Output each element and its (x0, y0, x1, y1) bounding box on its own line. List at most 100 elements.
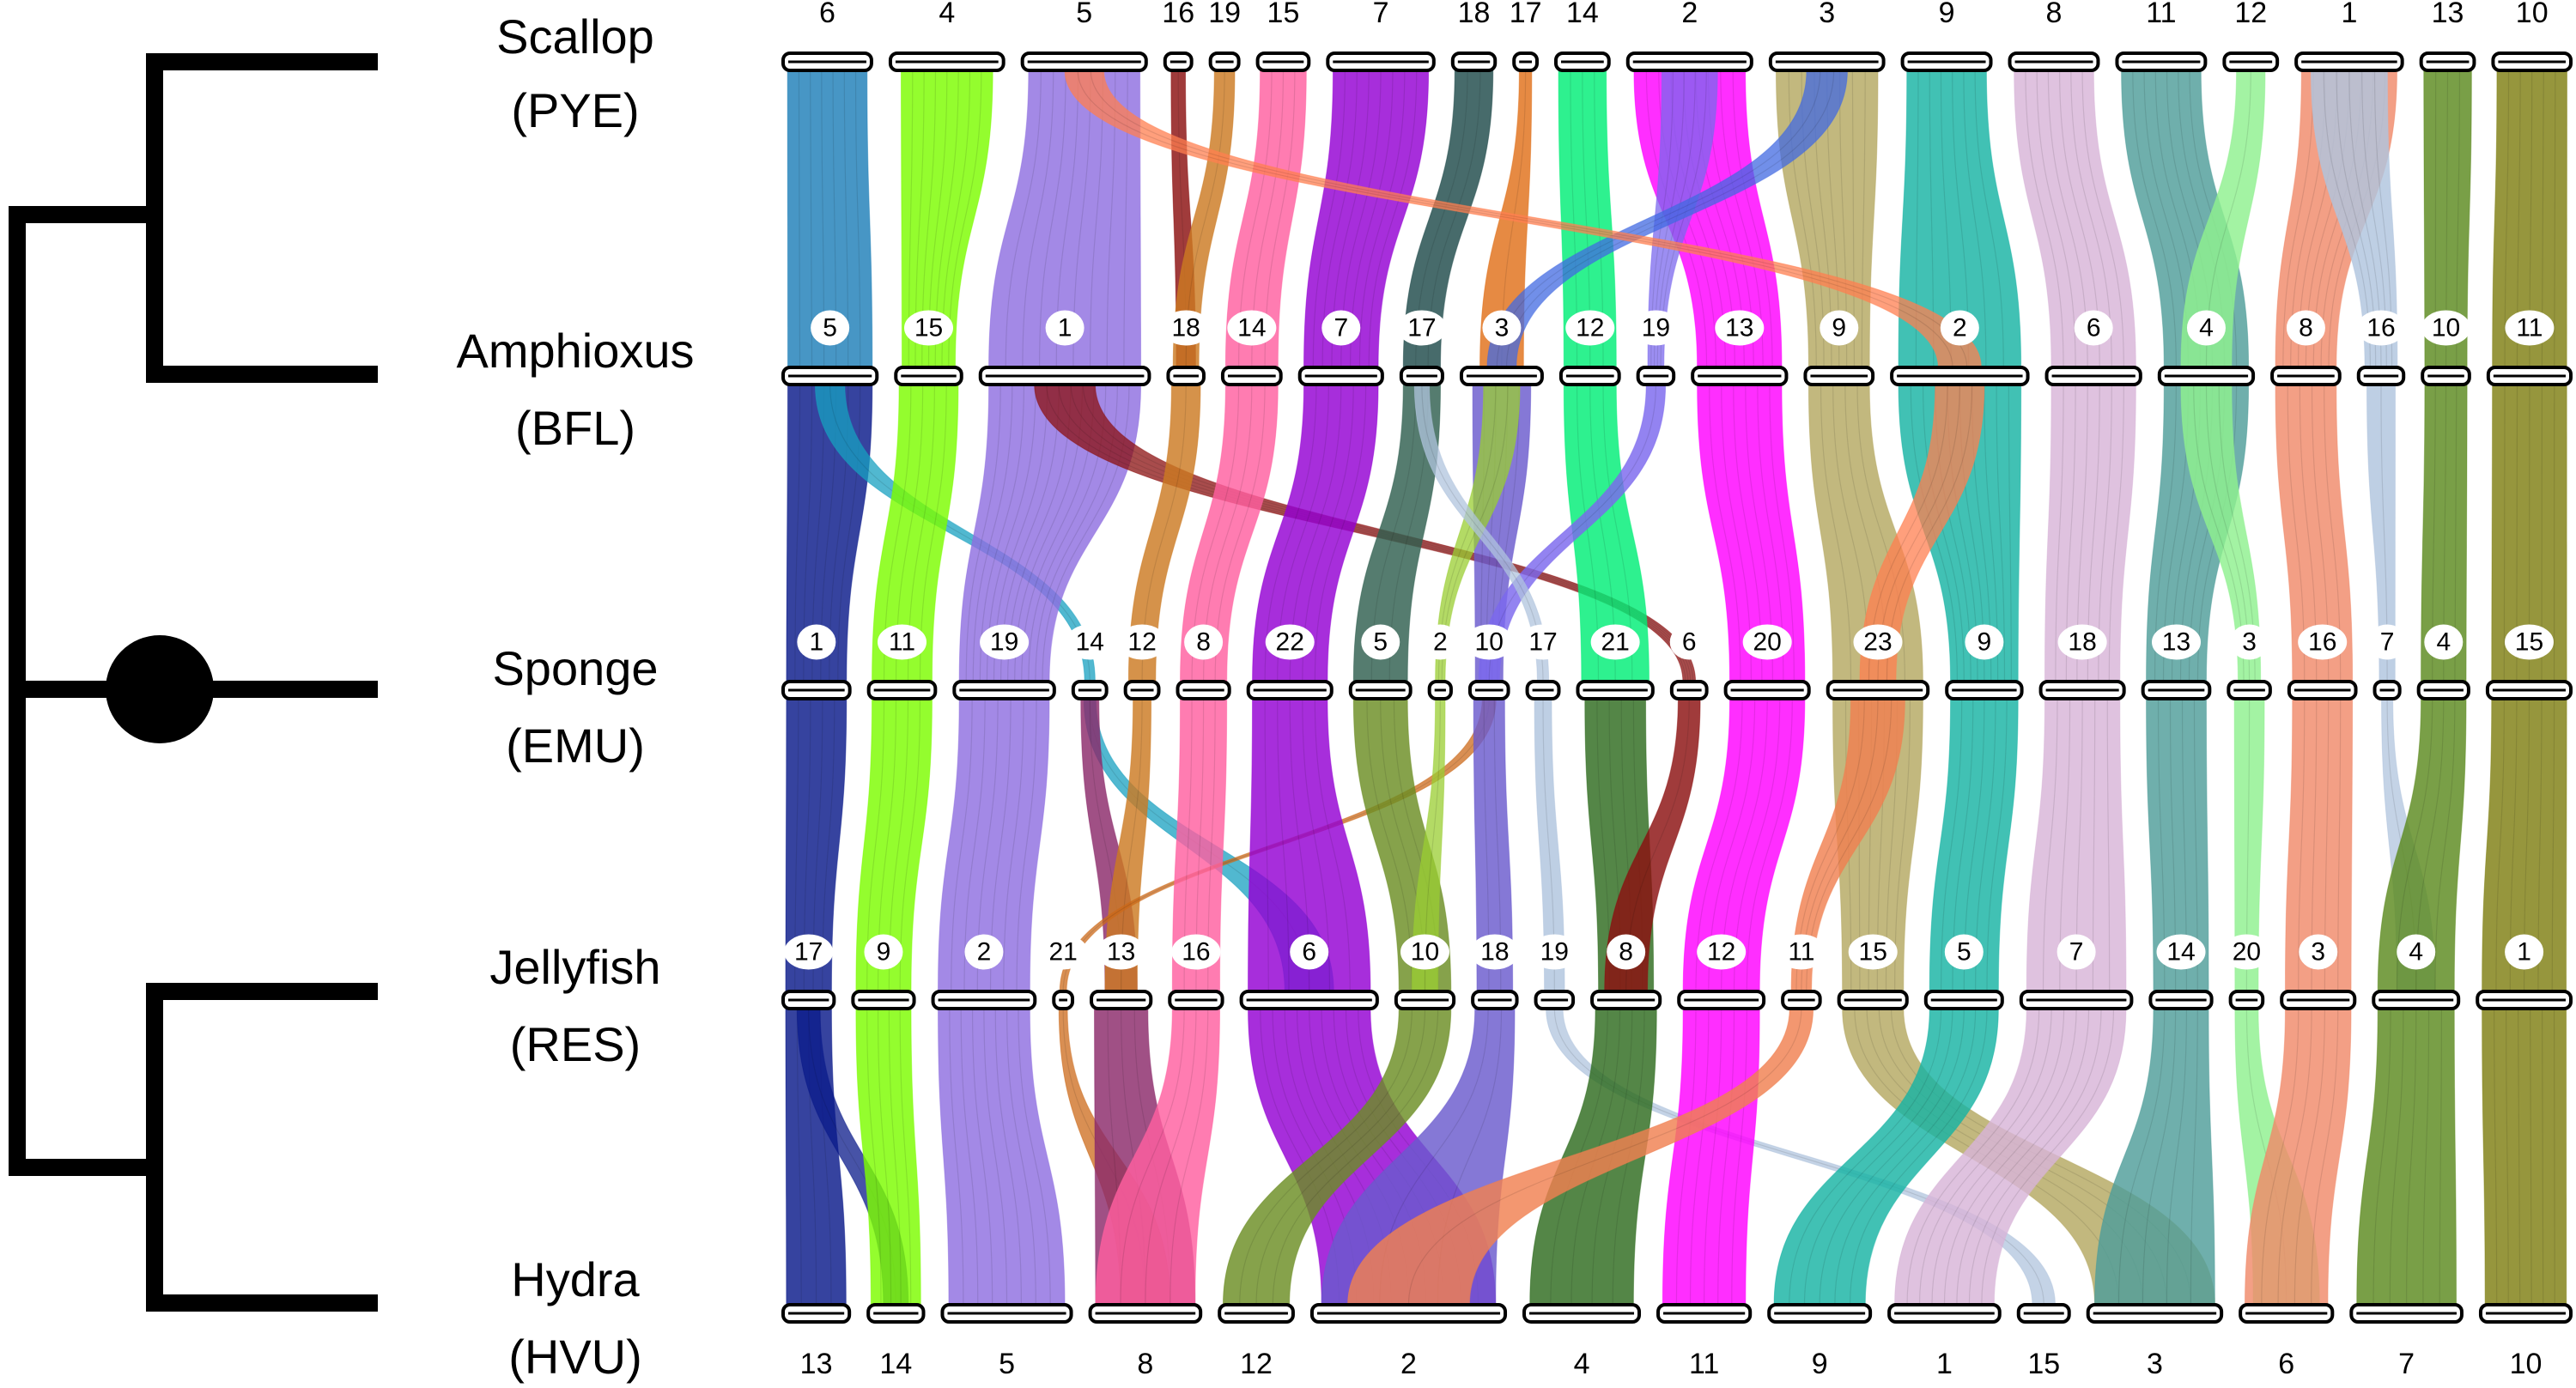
ribbon-strand (972, 384, 1013, 682)
chromosome-label-hydra-12: 12 (1240, 1348, 1273, 1380)
ribbon-strand (1018, 1008, 1051, 1306)
chromosome-label-scallop-11: 11 (2146, 0, 2176, 29)
ribbon-strand (2142, 1008, 2177, 1306)
ribbon-strand (1005, 70, 1042, 368)
ribbon-strand (2434, 698, 2456, 992)
species-code-jellyfish: (RES) (510, 1017, 641, 1071)
chromosome-badge-jellyfish-21 (1038, 934, 1088, 970)
chromosome-badge-jellyfish-2 (964, 934, 1004, 970)
ribbon-strand (1834, 1008, 1977, 1306)
ribbon-strand (2529, 1008, 2532, 1306)
chromosome-badge-jellyfish-18 (1470, 934, 1520, 970)
ribbon-strand (1239, 1008, 1413, 1306)
ribbon-strand (1906, 1008, 2040, 1306)
ribbon-strand (1689, 1008, 1710, 1306)
chromosome-label-jellyfish-7: 7 (2069, 938, 2084, 967)
chromosome-label-hydra-8: 8 (1137, 1348, 1153, 1380)
chromosome-label-scallop-1: 1 (2341, 0, 2357, 29)
chromosome-label-jellyfish-15: 15 (1859, 938, 1887, 967)
ribbon-strand (1016, 698, 1037, 992)
chromosome-label-scallop-5: 5 (1076, 0, 1092, 29)
chromosome-badge-jellyfish-17 (784, 934, 834, 970)
ribbon-strand (1709, 384, 1741, 682)
chromosome-badge-sponge-16 (2298, 624, 2348, 660)
chromosome-label-amphioxus-13: 13 (1725, 314, 1753, 342)
chromosome-label-hydra-9: 9 (1812, 1348, 1828, 1380)
chromosome-label-scallop-4: 4 (939, 0, 955, 29)
chromosome-label-scallop-18: 18 (1458, 0, 1491, 29)
chromosome-label-sponge-15: 15 (2515, 628, 2543, 657)
chromosome-label-jellyfish-21: 21 (1048, 938, 1077, 967)
chromosome-label-amphioxus-10: 10 (2432, 314, 2460, 342)
ribbon-strand (1264, 698, 1269, 992)
ribbon-strand (794, 384, 801, 682)
chromosome-label-sponge-2: 2 (1433, 628, 1448, 657)
chromosome-badge-jellyfish-4 (2397, 934, 2436, 970)
ribbon-strand (2337, 698, 2342, 992)
ribbon-strand (1003, 698, 1024, 992)
chromosome-badge-amphioxus-5 (811, 310, 850, 346)
chromosome-label-amphioxus-15: 15 (914, 314, 943, 342)
chromosome-badge-amphioxus-6 (2074, 310, 2113, 346)
chromosome-label-scallop-13: 13 (2432, 0, 2464, 29)
chromosome-label-jellyfish-11: 11 (1788, 938, 1814, 967)
chromosome-label-jellyfish-6: 6 (1302, 938, 1316, 967)
chromosome-label-hydra-13: 13 (800, 1348, 833, 1380)
chromosome-label-scallop-3: 3 (1819, 0, 1835, 29)
species-code-scallop: (PYE) (511, 83, 639, 137)
chromosome-badge-jellyfish-8 (1607, 934, 1646, 970)
ribbon-strand (2372, 1008, 2391, 1306)
ribbon-strand (963, 698, 986, 992)
ribbon-strand (866, 698, 885, 992)
ribbon-strand (899, 698, 921, 992)
ribbon-strand (1717, 1008, 1735, 1306)
chromosome-label-jellyfish-3: 3 (2311, 938, 2325, 967)
ribbon-strand (971, 1008, 993, 1306)
species-name-scallop: Scallop (496, 9, 654, 64)
chromosome-badge-sponge-6 (1669, 624, 1709, 660)
ribbon-strand (2422, 1008, 2430, 1306)
chromosome-label-jellyfish-17: 17 (794, 938, 823, 967)
ribbon-strand (1820, 384, 1852, 682)
ribbon-strand (1851, 70, 1856, 368)
ribbon-strand (1277, 698, 1290, 992)
ribbon-strand (2108, 384, 2124, 682)
chromosome-label-amphioxus-11: 11 (2516, 314, 2543, 342)
chromosome-label-scallop-15: 15 (1267, 0, 1300, 29)
chromosome-label-sponge-12: 12 (1127, 628, 1156, 657)
ribbon-strand (2504, 70, 2510, 368)
ribbon-strand (2287, 384, 2306, 682)
chromosome-badge-sponge-7 (2367, 624, 2407, 660)
chromosome-badge-jellyfish-20 (2221, 934, 2271, 970)
ribbon-strand (1120, 1008, 1185, 1306)
chromosome-label-jellyfish-5: 5 (1957, 938, 1971, 967)
chromosome-label-jellyfish-19: 19 (1540, 938, 1569, 967)
ribbon-strand (2298, 698, 2306, 992)
ribbon-strand (1170, 1008, 1209, 1306)
ribbon-strand (2036, 70, 2076, 368)
ribbon-strand (1576, 384, 1600, 682)
chromosome-label-jellyfish-9: 9 (877, 938, 891, 967)
ribbon-strand (1986, 698, 2008, 992)
ribbon-strand (1272, 1008, 1439, 1306)
species-code-amphioxus: (BFL) (515, 401, 635, 455)
chromosome-badge-sponge-18 (2057, 624, 2107, 660)
ribbon-strand (2396, 698, 2433, 992)
chromosome-badge-amphioxus-10 (2421, 310, 2471, 346)
chromosome-label-sponge-11: 11 (889, 628, 915, 657)
ribbon-strand (2293, 1008, 2325, 1306)
chromosome-label-scallop-2: 2 (1681, 0, 1698, 29)
ribbon-strand (2081, 70, 2124, 368)
ribbon-strand (965, 384, 1001, 682)
ribbon-strand (2008, 384, 2012, 682)
chromosome-label-amphioxus-9: 9 (1832, 314, 1846, 342)
ribbon-strand (951, 698, 973, 992)
ribbon-strand (949, 1008, 964, 1306)
ribbon-strand (2190, 1008, 2198, 1306)
ribbon-strand (2070, 70, 2112, 368)
synteny-ribbons (785, 70, 2567, 1306)
chromosome-badge-sponge-23 (1853, 624, 1903, 660)
ribbon-strand (1981, 1008, 2115, 1306)
ribbon-strand (2406, 1008, 2417, 1306)
chromosome-label-amphioxus-18: 18 (1172, 314, 1200, 342)
